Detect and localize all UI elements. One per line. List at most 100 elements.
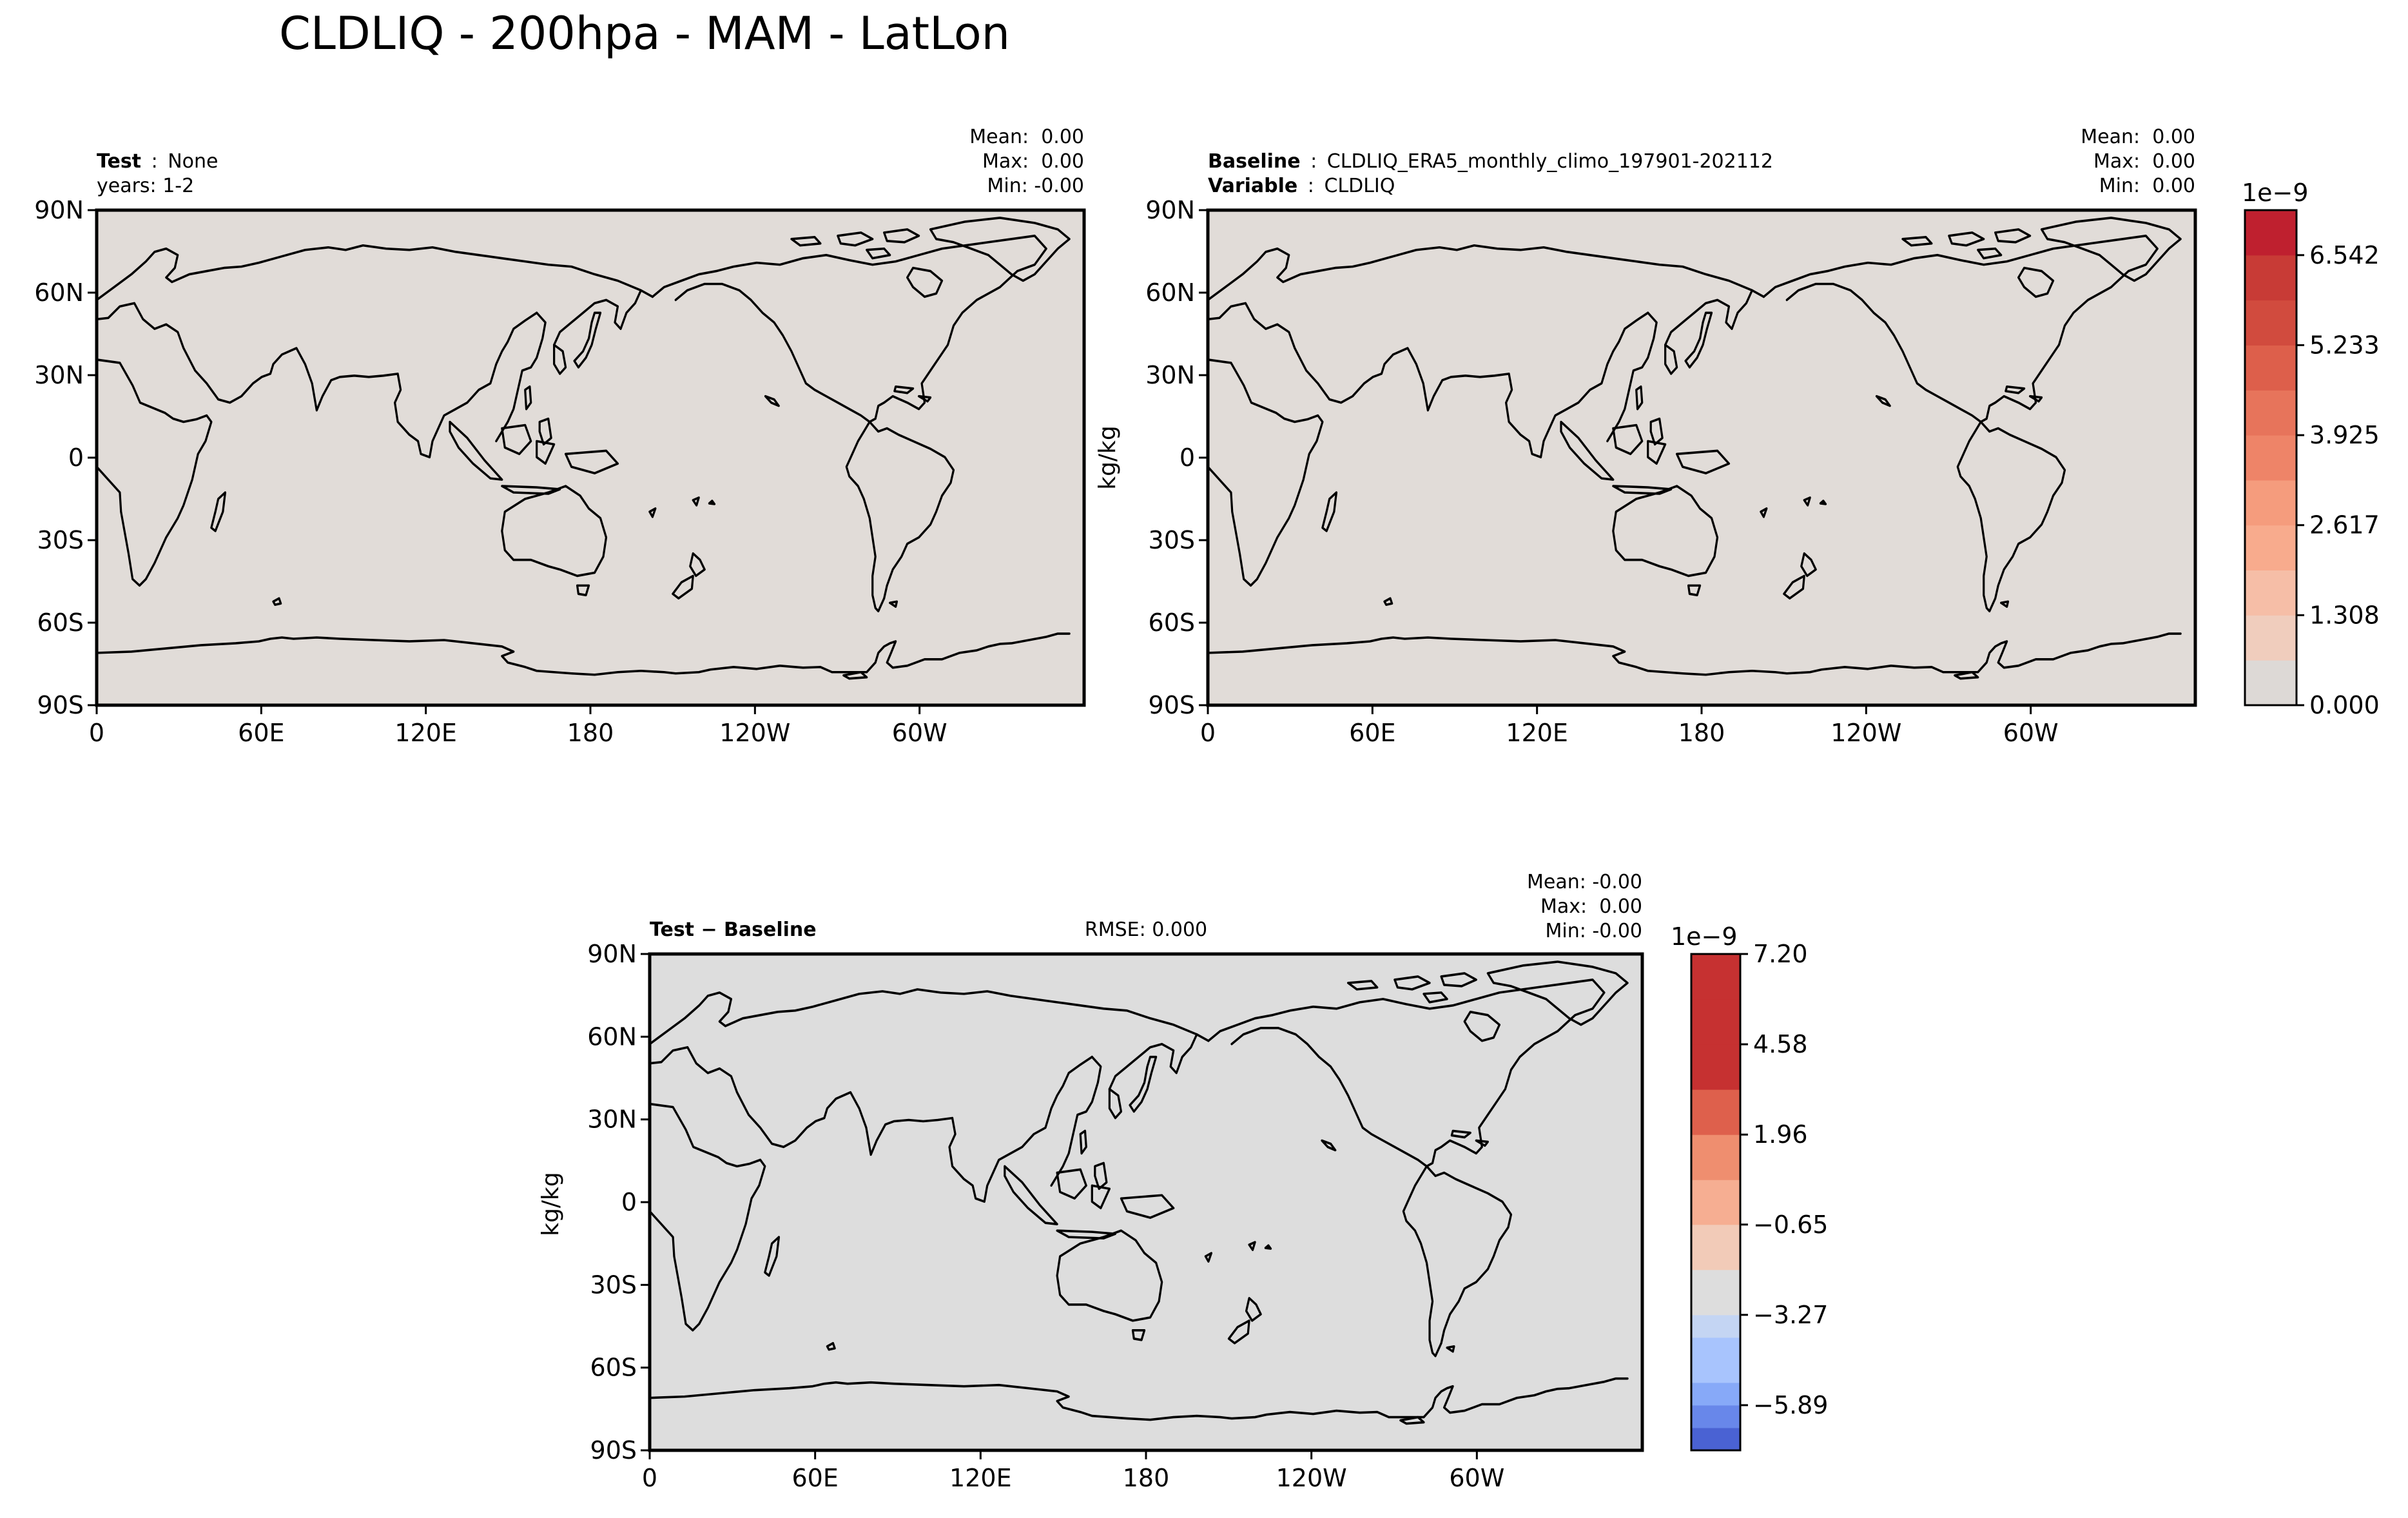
colorbar-diff-outline [1690, 953, 1742, 1452]
colorbar-diff-segment [1691, 1269, 1740, 1316]
panel-test-label-sep: : [151, 150, 158, 173]
panel-baseline-ytick-label: 60S [1149, 608, 1195, 637]
colorbar-baseline-tick-label: 2.617 [2309, 511, 2380, 540]
panel-test-yaxis: 90N 60N 30N 0 30S 60S 90S [34, 196, 97, 719]
colorbar-baseline-tick-label: 6.542 [2309, 241, 2380, 269]
colorbar-diff-tick-label: 1.96 [1753, 1120, 1808, 1149]
colorbar-baseline: 0.000 1.308 2.617 3.925 5.233 6.542 [2244, 209, 2380, 719]
colorbar-baseline-segment [2245, 255, 2296, 301]
colorbar-diff-segment [1691, 1382, 1740, 1406]
colorbar-diff-segment [1691, 1180, 1740, 1225]
colorbar-diff-segment [1691, 1044, 1740, 1090]
panel-diff-xtick-label: 0 [642, 1464, 657, 1492]
panel-test-xtick-label: 0 [89, 719, 104, 747]
colorbar-diff-segment [1691, 1224, 1740, 1270]
panel-test-years: years: 1-2 [97, 175, 194, 197]
panel-baseline-xtick-label: 0 [1200, 719, 1216, 747]
panel-baseline-ytick-label: 30N [1145, 361, 1195, 389]
colorbar-diff-tick-label: 7.20 [1753, 940, 1808, 968]
colorbar-diff-segment [1691, 1427, 1740, 1451]
panel-test-xtick-label: 120E [394, 719, 457, 747]
panel-baseline-stat-min: Min: 0.00 [2099, 175, 2195, 197]
panel-baseline-stat-max: Max: 0.00 [2093, 150, 2195, 173]
colorbar-baseline-segment [2245, 660, 2296, 706]
panel-baseline-label-sep: : [1310, 150, 1317, 173]
panel-diff-stat-min: Min: -0.00 [1546, 920, 1643, 942]
colorbar-diff-tick-label: −3.27 [1753, 1301, 1828, 1329]
colorbar-diff-segment [1691, 1089, 1740, 1135]
panel-test-label: Test : None [97, 150, 218, 173]
colorbar-diff-exponent: 1e−9 [1671, 922, 1738, 951]
panel-baseline-variable-value: CLDLIQ [1324, 175, 1395, 197]
panel-diff-xtick-label: 120W [1276, 1464, 1347, 1492]
colorbar-baseline-segment [2245, 480, 2296, 526]
panel-baseline-ylabel: kg/kg [1094, 425, 1121, 490]
panel-test-ytick-label: 90N [34, 196, 84, 224]
panel-test-ytick-label: 30S [37, 526, 84, 554]
panel-diff-xaxis: 0 60E 120E 180 120W 60W [642, 1450, 1504, 1492]
panel-diff-ytick-label: 90N [587, 940, 637, 968]
panel-test-ytick-label: 60N [34, 278, 84, 307]
panel-test-field [97, 210, 1084, 705]
panel-baseline-yaxis: 90N 60N 30N 0 30S 60S 90S [1145, 196, 1208, 719]
colorbar-baseline-segment [2245, 570, 2296, 616]
panel-diff-rmse: RMSE: 0.000 [1085, 919, 1207, 941]
colorbar-diff-segment [1691, 954, 1740, 1000]
colorbar-baseline-segment [2245, 390, 2296, 436]
panel-baseline-xtick-label: 60E [1349, 719, 1395, 747]
panel-test-xtick-label: 60W [892, 719, 947, 747]
panel-diff-ytick-label: 0 [621, 1188, 637, 1216]
panel-baseline-xtick-label: 120E [1506, 719, 1568, 747]
figure-title: CLDLIQ - 200hpa - MAM - LatLon [279, 7, 1010, 60]
panel-baseline-variable-sep: : [1308, 175, 1314, 197]
colorbar-baseline-segment [2245, 300, 2296, 346]
panel-test-stat-mean: Mean: 0.00 [969, 126, 1084, 148]
panel-diff-label: Test − Baseline [650, 919, 817, 941]
colorbar-baseline-segment [2245, 210, 2296, 256]
panel-baseline-stat-mean: Mean: 0.00 [2081, 126, 2195, 148]
colorbar-baseline-tick-label: 1.308 [2309, 601, 2380, 629]
panel-baseline-label: Baseline : CLDLIQ_ERA5_monthly_climo_197… [1208, 150, 1773, 173]
panel-test-ytick-label: 90S [37, 691, 84, 719]
panel-baseline-ytick-label: 0 [1180, 443, 1195, 472]
panel-baseline-ytick-label: 90N [1145, 196, 1195, 224]
colorbar-diff-tick-label: −0.65 [1753, 1211, 1828, 1239]
panel-test-ytick-label: 0 [68, 443, 84, 472]
panel-test: Test : None years: 1-2 Mean: 0.00 Max: 0… [34, 126, 1086, 747]
panel-baseline-label-value: CLDLIQ_ERA5_monthly_climo_197901-202112 [1327, 150, 1773, 173]
colorbar-baseline-tick-label: 0.000 [2309, 691, 2380, 719]
panel-test-ytick-label: 30N [34, 361, 84, 389]
colorbar-diff-segment [1691, 1337, 1740, 1383]
panel-diff-ylabel: kg/kg [538, 1172, 564, 1236]
colorbar-baseline-tick-label: 3.925 [2309, 421, 2380, 449]
panel-test-xtick-label: 60E [238, 719, 284, 747]
panel-test-label-bold: Test [97, 150, 141, 173]
colorbar-baseline-segment [2245, 345, 2296, 391]
panel-diff: Test − Baseline RMSE: 0.000 Mean: -0.00 … [538, 871, 1828, 1492]
panel-baseline-ytick-label: 30S [1149, 526, 1195, 554]
panel-diff-xtick-label: 120E [949, 1464, 1012, 1492]
panel-diff-ytick-label: 60N [587, 1022, 637, 1051]
colorbar-diff-segment [1691, 1314, 1740, 1338]
panel-baseline-variable: Variable : CLDLIQ [1208, 175, 1395, 197]
colorbar-baseline-segment [2245, 615, 2296, 661]
colorbar-baseline-segment [2245, 525, 2296, 570]
panel-test-xtick-label: 180 [567, 719, 614, 747]
colorbar-diff-segment [1691, 999, 1740, 1045]
panel-diff-ytick-label: 90S [590, 1436, 637, 1464]
panel-test-ytick-label: 60S [37, 608, 84, 637]
panel-test-xaxis: 0 60E 120E 180 120W 60W [89, 705, 947, 747]
panel-diff-ytick-label: 60S [590, 1354, 637, 1382]
panel-baseline-variable-bold: Variable [1208, 175, 1297, 197]
panel-diff-xtick-label: 60W [1449, 1464, 1504, 1492]
colorbar-diff: −5.89 −3.27 −0.65 1.96 4.58 7.20 [1690, 940, 1828, 1452]
panel-baseline: Baseline : CLDLIQ_ERA5_monthly_climo_197… [1094, 126, 2380, 747]
panel-baseline-ytick-label: 60N [1145, 278, 1195, 307]
panel-diff-ytick-label: 30N [587, 1105, 637, 1134]
panel-diff-xtick-label: 60E [791, 1464, 838, 1492]
colorbar-baseline-exponent: 1e−9 [2242, 179, 2309, 207]
panel-diff-stat-mean: Mean: -0.00 [1527, 871, 1642, 893]
panel-diff-ytick-label: 30S [590, 1270, 637, 1299]
colorbar-diff-segment [1691, 1405, 1740, 1428]
